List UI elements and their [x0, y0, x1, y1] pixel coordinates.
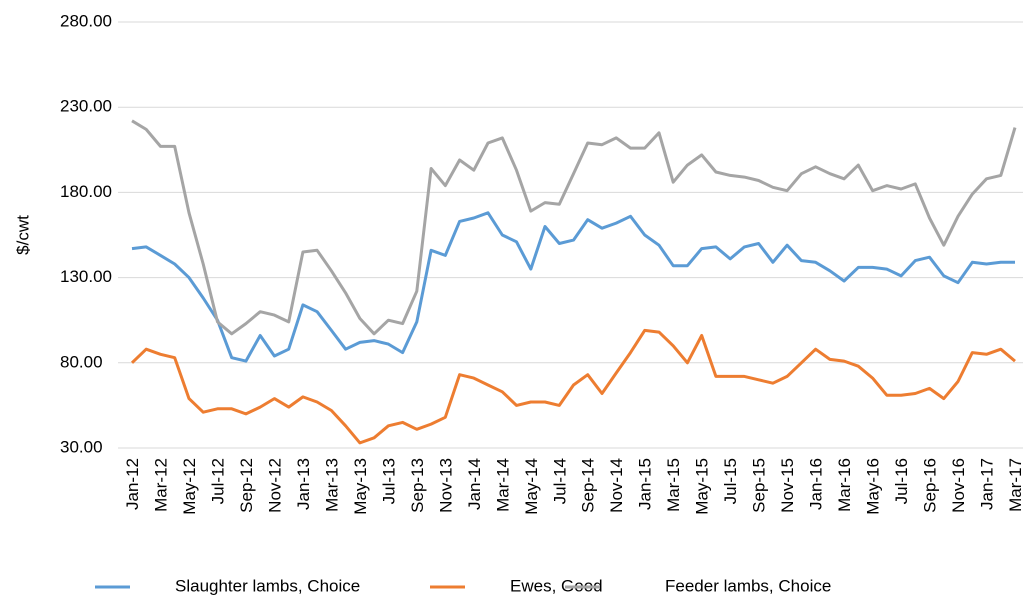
series-line	[131, 119, 1017, 336]
x-tick-label: Sep-13	[408, 458, 427, 513]
legend-label: Slaughter lambs, Choice	[175, 576, 360, 595]
x-tick-label: Mar-14	[493, 458, 512, 512]
x-tick-label: Mar-13	[322, 458, 341, 512]
x-tick-label: Jul-14	[550, 458, 569, 504]
x-tick-label: Nov-15	[778, 458, 797, 513]
legend-label: Feeder lambs, Choice	[665, 576, 831, 595]
x-tick-label: May-13	[351, 458, 370, 515]
y-axis-label: $/cwt	[13, 215, 32, 255]
x-tick-label: Sep-15	[750, 458, 769, 513]
x-tick-label: May-14	[522, 458, 541, 515]
x-tick-label: Jan-15	[636, 458, 655, 510]
y-tick-label: 180.00	[60, 182, 112, 201]
x-tick-label: Nov-13	[436, 458, 455, 513]
x-tick-label: Jul-16	[892, 458, 911, 504]
series-line	[131, 211, 1015, 363]
x-tick-label: Jan-16	[807, 458, 826, 510]
legend-label: Ewes, Good	[510, 576, 603, 595]
x-tick-label: Sep-12	[237, 458, 256, 513]
x-tick-label: Nov-14	[607, 458, 626, 513]
y-tick-label: 130.00	[60, 267, 112, 286]
x-tick-label: Jul-15	[721, 458, 740, 504]
x-tick-label: Jul-12	[208, 458, 227, 504]
x-tick-label: Mar-16	[835, 458, 854, 512]
x-tick-label: Mar-12	[151, 458, 170, 512]
x-tick-label: Mar-17	[1006, 458, 1024, 512]
y-tick-label: 80.00	[60, 352, 103, 371]
y-tick-label: 30.00	[60, 437, 103, 456]
x-tick-label: May-12	[180, 458, 199, 515]
x-tick-label: Nov-12	[265, 458, 284, 513]
x-tick-label: Mar-15	[664, 458, 683, 512]
x-tick-label: May-15	[693, 458, 712, 515]
x-tick-label: Jul-13	[379, 458, 398, 504]
x-tick-label: Jan-12	[123, 458, 142, 510]
series-line	[130, 328, 1016, 445]
x-tick-label: May-16	[864, 458, 883, 515]
x-tick-label: Jan-14	[465, 458, 484, 510]
x-tick-label: Sep-16	[921, 458, 940, 513]
x-tick-label: Nov-16	[949, 458, 968, 513]
y-tick-label: 230.00	[60, 97, 112, 116]
y-tick-label: 280.00	[60, 11, 112, 30]
x-tick-label: Jan-17	[978, 458, 997, 510]
x-tick-label: Jan-13	[294, 458, 313, 510]
x-tick-label: Sep-14	[579, 458, 598, 513]
